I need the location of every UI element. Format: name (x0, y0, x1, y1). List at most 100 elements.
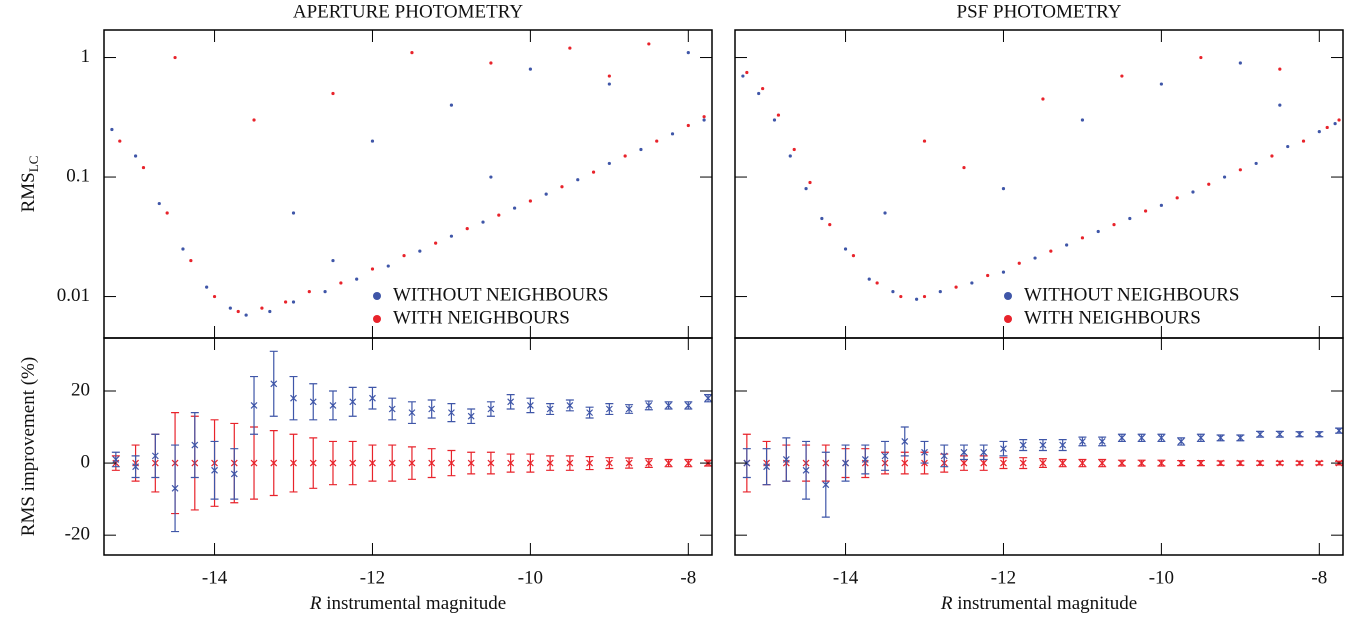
point (528, 199, 532, 203)
point (1199, 55, 1203, 60)
legend-label: WITHOUT NEIGHBOURS (1024, 284, 1240, 305)
error-bar-point (309, 437, 318, 489)
error-bar-point (1038, 439, 1047, 452)
point (607, 74, 611, 78)
point (410, 50, 414, 55)
point (1337, 118, 1341, 122)
error-bar-point (704, 393, 712, 403)
point (497, 213, 501, 217)
y-label-main: RMS (18, 172, 39, 212)
error-bar-point (151, 433, 160, 479)
error-bar-point (526, 453, 535, 473)
legend-marker (373, 292, 381, 300)
point (772, 118, 777, 122)
error-bar-point (684, 458, 693, 468)
y-tick-label: 1 (81, 46, 91, 67)
point (331, 91, 335, 96)
point (591, 170, 596, 174)
error-bar-point (1137, 433, 1146, 443)
error-bar-point (467, 408, 476, 425)
point (702, 118, 706, 122)
point (1065, 243, 1069, 247)
error-bar-point (1216, 459, 1225, 467)
x-label-text: instrumental magnitude (957, 593, 1137, 614)
point (1325, 125, 1329, 130)
error-bar-point (447, 449, 456, 477)
error-bar-point (762, 448, 771, 486)
panel-title: APERTURE PHOTOMETRY (293, 1, 524, 22)
error-bar-point (1117, 459, 1126, 467)
error-bar-point (1019, 457, 1028, 470)
error-bar-point (782, 437, 791, 482)
error-bar-point (1058, 439, 1067, 452)
error-bar-point (1078, 458, 1087, 468)
point (157, 201, 161, 206)
point (110, 127, 114, 132)
y-tick-label: 20 (71, 379, 90, 400)
point (875, 281, 879, 285)
point (512, 206, 517, 210)
error-bar-point (585, 455, 594, 471)
error-bar-point (1256, 459, 1265, 467)
error-bar-point (348, 440, 357, 486)
point (291, 300, 296, 304)
point (1333, 122, 1337, 126)
point (268, 309, 272, 314)
panel-title: PSF PHOTOMETRY (957, 1, 1122, 22)
point (449, 234, 454, 238)
point (1017, 261, 1021, 265)
point (481, 220, 485, 224)
error-bar-point (979, 444, 988, 461)
x-axis-label: R instrumental magnitude (940, 593, 1137, 614)
point (355, 277, 359, 281)
error-bar-point (1038, 458, 1047, 469)
error-bar-point (861, 444, 870, 475)
point (1191, 190, 1195, 194)
point (1112, 223, 1116, 227)
point (761, 86, 765, 91)
point (252, 118, 256, 122)
error-bar-point (328, 440, 337, 486)
error-bar-point (1098, 436, 1107, 447)
y-label-sub: LC (26, 156, 41, 173)
point (284, 300, 288, 304)
error-bar-point (131, 455, 140, 479)
error-bar-point (1137, 459, 1146, 467)
error-bar-point (999, 440, 1008, 457)
error-bar-point (881, 440, 890, 471)
error-bar-point (269, 430, 278, 497)
point (370, 139, 375, 143)
point (757, 91, 761, 96)
error-bar-point (900, 426, 909, 457)
error-bar-point (526, 397, 535, 414)
point (741, 74, 745, 78)
error-bar-point (1196, 433, 1205, 443)
error-bar-point (1335, 427, 1343, 435)
error-bar-point (1295, 430, 1304, 438)
point (1278, 67, 1282, 71)
point (607, 82, 611, 86)
plot-area (110, 42, 706, 317)
point (776, 113, 781, 117)
point (236, 309, 240, 314)
point (745, 70, 749, 75)
point (804, 187, 808, 191)
error-bar-point (1098, 458, 1107, 468)
point (418, 249, 422, 253)
error-bar-point (644, 458, 653, 469)
point (788, 154, 792, 158)
error-bar-point (1256, 430, 1265, 438)
error-bar-point (565, 399, 574, 412)
legend-label: WITH NEIGHBOURS (1024, 307, 1201, 328)
point (970, 281, 974, 285)
y-tick-label: 0 (81, 451, 91, 472)
point (1238, 168, 1242, 172)
error-bar-point (427, 399, 436, 419)
error-bar-point (605, 457, 614, 470)
error-bar-point (1295, 459, 1304, 467)
error-bar-point (664, 401, 673, 410)
point (1238, 61, 1242, 65)
point (1080, 118, 1085, 122)
point (465, 227, 469, 231)
error-bar-point (1019, 439, 1028, 452)
